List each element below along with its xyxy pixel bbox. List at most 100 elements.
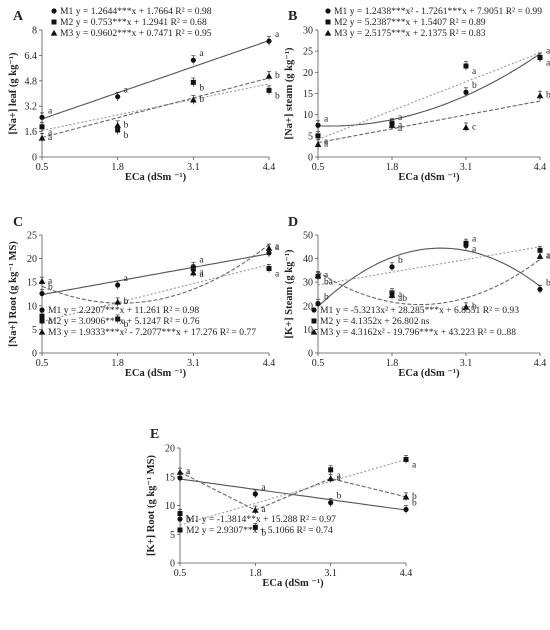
significance-letter: a bbox=[398, 120, 403, 130]
significance-letter: a bbox=[275, 270, 280, 280]
data-point bbox=[38, 277, 46, 284]
data-point bbox=[252, 524, 258, 530]
data-point bbox=[39, 114, 45, 120]
significance-letter: b bbox=[398, 256, 403, 266]
significance-letter: a bbox=[124, 274, 129, 284]
significance-letter: a bbox=[199, 268, 204, 278]
significance-letter: a bbox=[337, 471, 342, 481]
fit-line bbox=[41, 40, 270, 120]
y-axis-label: [Na+] leaf (g kg⁻¹) bbox=[8, 52, 19, 135]
data-point bbox=[39, 290, 45, 297]
panel-e: E 0 5 10 15 20 0.5 1.8 3.1 4.4 ECa (dSm ⁻¹) [K+] Ro… bbox=[146, 427, 417, 589]
data-point bbox=[314, 272, 322, 279]
significance-letter: b bbox=[124, 320, 129, 330]
significance-letter: a bbox=[324, 114, 329, 124]
significance-letter: b bbox=[337, 492, 342, 502]
y-tick-label: 4.8 bbox=[25, 76, 38, 87]
significance-letter: a bbox=[546, 251, 550, 261]
series-m1: a aba bbox=[315, 47, 550, 130]
significance-letter: b bbox=[199, 95, 204, 105]
x-tick-label: 1.8 bbox=[111, 358, 124, 369]
significance-letter: b bbox=[472, 81, 477, 91]
data-point bbox=[265, 244, 273, 251]
data-point bbox=[463, 89, 469, 95]
fit-line bbox=[317, 258, 541, 306]
data-point bbox=[388, 291, 396, 298]
data-point bbox=[266, 87, 272, 93]
data-point bbox=[537, 286, 543, 292]
series-m3: aa cb bbox=[314, 91, 550, 149]
x-tick-label: 4.4 bbox=[534, 162, 547, 173]
x-axis-label: ECa (dSm ⁻¹) bbox=[262, 578, 324, 589]
significance-letter: ab bbox=[398, 294, 407, 304]
fit-line bbox=[179, 478, 407, 511]
significance-letter: a bbox=[48, 133, 53, 143]
y-tick-label: 30 bbox=[303, 26, 313, 37]
data-point bbox=[402, 493, 410, 500]
significance-letter: b bbox=[472, 302, 477, 312]
x-axis-label: ECa (dSm ⁻¹) bbox=[125, 368, 187, 379]
fit-line bbox=[317, 246, 541, 286]
y-axis-label: [Na+] steam (g kg⁻¹) bbox=[284, 47, 295, 139]
y-tick-label: 10 bbox=[27, 301, 37, 312]
data-point bbox=[388, 121, 396, 128]
legend-marker bbox=[324, 29, 332, 36]
legend-equation: M3 y = 2.5175***x + 2.1375 R² = 0.83 bbox=[334, 28, 486, 39]
significance-letter: a bbox=[412, 461, 417, 471]
data-point bbox=[190, 57, 196, 63]
significance-letter: a bbox=[186, 467, 191, 477]
data-point bbox=[315, 122, 321, 128]
significance-letter: a bbox=[337, 473, 342, 483]
significance-letter: a bbox=[48, 106, 53, 116]
y-tick-label: 0 bbox=[308, 153, 313, 164]
significance-letter: a bbox=[261, 483, 266, 493]
significance-letter: a bbox=[124, 86, 129, 96]
legend-equation: M3 y = 1.9333***x² - 7.2077***x + 17.276… bbox=[48, 327, 256, 338]
legend-marker bbox=[51, 8, 57, 14]
data-point bbox=[403, 506, 409, 513]
fit-line bbox=[41, 77, 270, 139]
significance-letter: b bbox=[546, 278, 550, 288]
y-tick-label: 6.4 bbox=[25, 51, 38, 62]
legend-marker bbox=[177, 527, 183, 533]
significance-letter: a bbox=[324, 137, 329, 147]
panel-a: A 0 1.6 3.2 4.8 6.4 8 0.5 1.8 3.1 4.4 ECa (dSm ⁻¹) [… bbox=[8, 6, 280, 183]
data-point bbox=[389, 264, 395, 270]
y-tick-label: 8 bbox=[32, 26, 37, 37]
y-tick-label: 10 bbox=[303, 110, 313, 121]
series-m2: a bbb bbox=[39, 77, 280, 141]
significance-letter: a bbox=[398, 124, 403, 134]
fit-line bbox=[317, 100, 541, 144]
significance-letter: b bbox=[275, 71, 280, 81]
legend-marker bbox=[39, 307, 45, 313]
data-point bbox=[177, 511, 183, 517]
data-point bbox=[114, 298, 121, 305]
equation-legend: M1 y = 1.2438***x² - 1.7261***x + 7.9051… bbox=[324, 6, 542, 39]
y-tick-label: 20 bbox=[303, 68, 313, 79]
data-point bbox=[176, 468, 184, 475]
significance-letter: b bbox=[124, 131, 129, 141]
fit-line bbox=[41, 244, 270, 304]
significance-letter: ba bbox=[324, 277, 334, 287]
significance-letter: a bbox=[398, 113, 403, 123]
legend-marker bbox=[38, 328, 46, 335]
data-point bbox=[403, 457, 409, 462]
data-point bbox=[536, 92, 544, 99]
significance-letter: a bbox=[199, 270, 204, 280]
legend-equation: M2 y = 0.753***x + 1.2941 R² = 0.68 bbox=[60, 17, 207, 28]
y-tick-label: 25 bbox=[27, 231, 37, 242]
x-tick-label: 0.5 bbox=[312, 358, 325, 369]
data-point bbox=[462, 124, 470, 131]
x-tick-label: 1.8 bbox=[386, 358, 399, 369]
significance-letter: b bbox=[124, 120, 129, 130]
data-point bbox=[115, 316, 121, 322]
y-tick-label: 15 bbox=[303, 89, 313, 100]
legend-marker bbox=[311, 318, 317, 324]
data-point bbox=[177, 475, 183, 481]
data-point bbox=[38, 134, 46, 141]
significance-letter: a bbox=[275, 242, 280, 252]
